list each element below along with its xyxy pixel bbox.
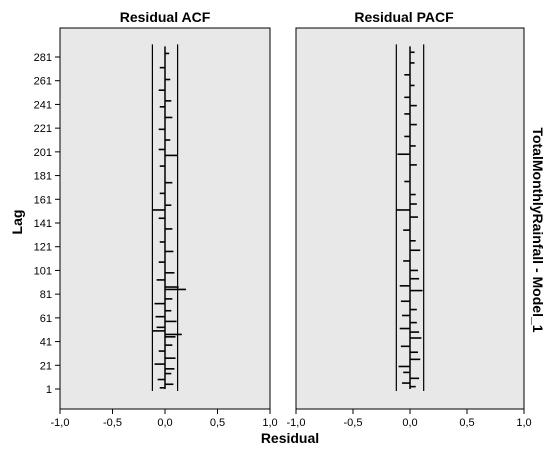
x-tick-label: 0,0 bbox=[402, 417, 417, 429]
bars-acf bbox=[152, 46, 186, 389]
y-tick-label: 181 bbox=[34, 171, 52, 183]
confidence-limits-pacf bbox=[395, 44, 425, 391]
x-tick-label: 0,5 bbox=[210, 417, 225, 429]
panel-residual-acf: Residual ACF -1,0 -0,5 0,0 0,5 1,0 bbox=[51, 9, 278, 429]
confidence-limits-acf bbox=[151, 44, 179, 391]
y-tick-label: 21 bbox=[40, 360, 52, 372]
x-tick-label: 1,0 bbox=[516, 417, 531, 429]
x-tick-label: -1,0 bbox=[51, 417, 70, 429]
x-tick-label: -0,5 bbox=[344, 417, 363, 429]
panel-title-pacf: Residual PACF bbox=[354, 9, 454, 25]
y-tick-label: 41 bbox=[40, 337, 52, 349]
y-tick-label: 201 bbox=[34, 147, 52, 159]
x-axis-ticks-acf: -1,0 -0,5 0,0 0,5 1,0 bbox=[51, 409, 278, 429]
y-tick-label: 261 bbox=[34, 76, 52, 88]
x-tick-label: -1,0 bbox=[287, 417, 306, 429]
y-tick-label: 241 bbox=[34, 99, 52, 111]
panel-residual-pacf: Residual PACF -1,0 -0,5 0,0 0,5 1,0 bbox=[287, 9, 532, 429]
x-axis-label: Residual bbox=[261, 430, 319, 446]
panel-strip-label: TotalMonthlyRainfall - Model_1 bbox=[530, 127, 546, 332]
x-tick-label: 1,0 bbox=[262, 417, 277, 429]
y-tick-label: 81 bbox=[40, 289, 52, 301]
y-tick-label: 121 bbox=[34, 242, 52, 254]
y-tick-label: 281 bbox=[34, 52, 52, 64]
bars-pacf bbox=[396, 46, 423, 389]
x-axis-ticks-pacf: -1,0 -0,5 0,0 0,5 1,0 bbox=[287, 409, 532, 429]
y-tick-label: 101 bbox=[34, 265, 52, 277]
x-tick-label: 0,5 bbox=[459, 417, 474, 429]
y-tick-label: 161 bbox=[34, 194, 52, 206]
y-tick-label: 141 bbox=[34, 218, 52, 230]
panel-title-acf: Residual ACF bbox=[120, 9, 211, 25]
y-tick-label: 1 bbox=[46, 384, 52, 396]
y-tick-label: 61 bbox=[40, 313, 52, 325]
y-axis-label: Lag bbox=[9, 210, 25, 235]
y-tick-label: 221 bbox=[34, 123, 52, 135]
x-tick-label: -0,5 bbox=[103, 417, 122, 429]
x-tick-label: 0,0 bbox=[157, 417, 172, 429]
